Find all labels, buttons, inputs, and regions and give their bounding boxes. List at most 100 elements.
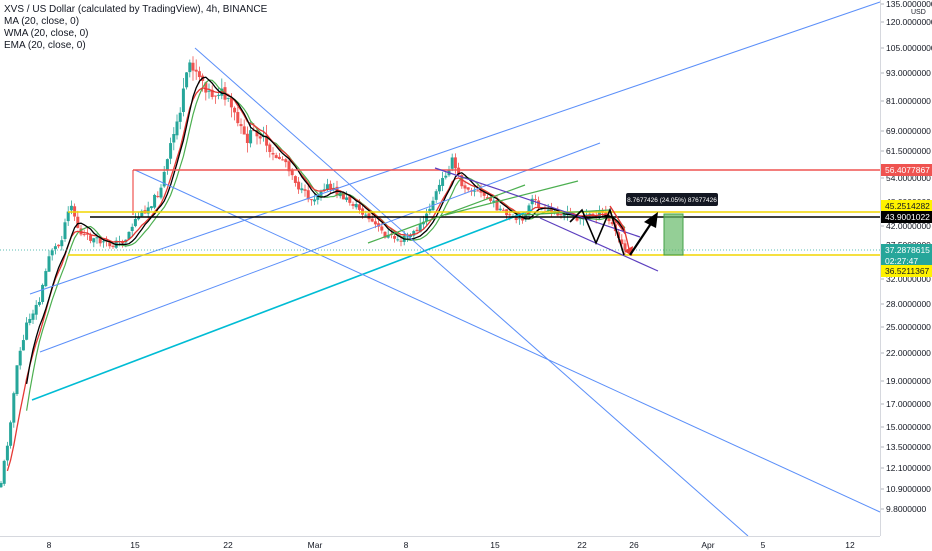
candle-body bbox=[591, 213, 595, 216]
candle-body bbox=[271, 153, 275, 155]
candle-body bbox=[303, 189, 307, 191]
candle-body bbox=[460, 175, 464, 187]
candle-body bbox=[364, 214, 368, 216]
candle-body bbox=[450, 157, 454, 169]
wedge-upper-line[interactable] bbox=[434, 167, 641, 238]
wedge-lower-line[interactable] bbox=[539, 217, 659, 272]
candle-body bbox=[98, 236, 102, 244]
candle-body bbox=[18, 350, 22, 366]
price-tick-label: 19.0000000 bbox=[886, 376, 931, 386]
price-label-yellow-top-bg bbox=[881, 200, 932, 212]
candle-body bbox=[274, 155, 278, 158]
candle-body bbox=[165, 159, 169, 171]
price-label-red: 56.4077867 bbox=[885, 165, 930, 175]
candle-body bbox=[492, 200, 496, 203]
candle-body bbox=[329, 183, 333, 189]
candle-body bbox=[453, 157, 457, 169]
candle-body bbox=[249, 130, 253, 144]
candle-body bbox=[409, 235, 413, 237]
candle-body bbox=[306, 190, 310, 200]
price-tick-label: 42.0000000 bbox=[886, 221, 931, 231]
price-label-yellow-top: 45.2514282 bbox=[885, 201, 930, 211]
candle-body bbox=[322, 189, 326, 191]
legend-ma[interactable]: MA (20, close, 0) bbox=[4, 16, 80, 27]
candle-body bbox=[130, 226, 134, 231]
price-tick-label: 15.0000000 bbox=[886, 422, 931, 432]
red-arrow-path[interactable] bbox=[609, 205, 631, 254]
candle-body bbox=[418, 223, 422, 233]
candle-body bbox=[191, 62, 195, 71]
candle-body bbox=[226, 97, 230, 99]
candle-body bbox=[5, 445, 9, 461]
price-tick-label: 12.1000000 bbox=[886, 463, 931, 473]
candle-body bbox=[284, 159, 288, 163]
price-label-black-bg bbox=[881, 211, 932, 223]
time-tick-label: Apr bbox=[701, 540, 714, 550]
upper-trendline[interactable] bbox=[29, 1, 881, 295]
candle-body bbox=[549, 208, 553, 212]
price-label-current: 37.2878615 bbox=[885, 245, 930, 255]
price-label-red-bg bbox=[881, 164, 932, 176]
time-tick-label: 22 bbox=[577, 540, 587, 550]
descending-line-1[interactable] bbox=[194, 47, 749, 537]
candle-body bbox=[2, 460, 6, 484]
candle-body bbox=[242, 126, 246, 135]
candle-body bbox=[159, 187, 163, 198]
drawings-layer[interactable]: 8.7677426 (24.05%) 87677426 bbox=[0, 1, 881, 537]
candle-body bbox=[405, 236, 409, 238]
candle-body bbox=[0, 483, 3, 488]
candle-body bbox=[258, 136, 262, 139]
candle-body bbox=[373, 221, 377, 225]
candle-body bbox=[428, 208, 432, 213]
candle-body bbox=[60, 240, 64, 247]
candle-body bbox=[137, 217, 141, 220]
legend-ema[interactable]: EMA (20, close, 0) bbox=[4, 40, 86, 51]
cyan-support-line[interactable] bbox=[31, 209, 533, 401]
candle-body bbox=[133, 218, 137, 227]
candle-body bbox=[101, 241, 105, 243]
time-axis[interactable]: 8 15 22 Mar 8 15 22 26 Apr 5 12 bbox=[0, 536, 880, 551]
price-tick-label: 93.0000000 bbox=[886, 68, 931, 78]
candle-body bbox=[386, 234, 390, 238]
candle-body bbox=[9, 422, 13, 446]
time-tick-label: 5 bbox=[761, 540, 766, 550]
candle-body bbox=[140, 210, 144, 217]
measure-label: 8.7677426 (24.05%) 87677426 bbox=[627, 197, 717, 204]
candle-body bbox=[197, 71, 201, 78]
candle-body bbox=[370, 218, 374, 222]
lower-channel-line[interactable] bbox=[39, 142, 601, 353]
zigzag-projection[interactable] bbox=[569, 207, 625, 256]
candle-body bbox=[53, 246, 57, 250]
candle-body bbox=[111, 245, 115, 247]
time-tick-label: 26 bbox=[629, 540, 639, 550]
candle-body bbox=[217, 94, 221, 96]
candle-body bbox=[169, 143, 173, 159]
candle-body bbox=[610, 222, 614, 225]
legend-wma[interactable]: WMA (20, close, 0) bbox=[4, 28, 89, 39]
target-box[interactable] bbox=[663, 213, 684, 256]
candle-body bbox=[66, 211, 70, 222]
price-tick-label: 10.9000000 bbox=[886, 484, 931, 494]
price-tick-label: 32.0000000 bbox=[886, 274, 931, 284]
price-axis[interactable]: 135.0000000 120.0000000 105.0000000 93.0000… bbox=[880, 0, 932, 536]
descending-line-2[interactable] bbox=[134, 169, 881, 513]
price-tick-label: 81.0000000 bbox=[886, 96, 931, 106]
candle-body bbox=[287, 161, 291, 172]
candle-body bbox=[498, 208, 502, 211]
candle-body bbox=[69, 205, 73, 211]
candle-body bbox=[508, 214, 512, 216]
candle-body bbox=[377, 223, 381, 227]
candle-body bbox=[530, 198, 534, 205]
green-trendline-2[interactable] bbox=[444, 180, 579, 216]
price-tick-label: 13.5000000 bbox=[886, 442, 931, 452]
candle-body bbox=[268, 144, 272, 152]
black-arrow-line[interactable] bbox=[629, 221, 653, 256]
candle-body bbox=[399, 240, 403, 242]
candle-body bbox=[559, 214, 563, 216]
candle-body bbox=[127, 231, 131, 240]
candle-body bbox=[204, 82, 208, 93]
time-axis-scale: 8 15 22 Mar 8 15 22 26 Apr 5 12 bbox=[47, 540, 855, 550]
candle-body bbox=[313, 199, 317, 202]
